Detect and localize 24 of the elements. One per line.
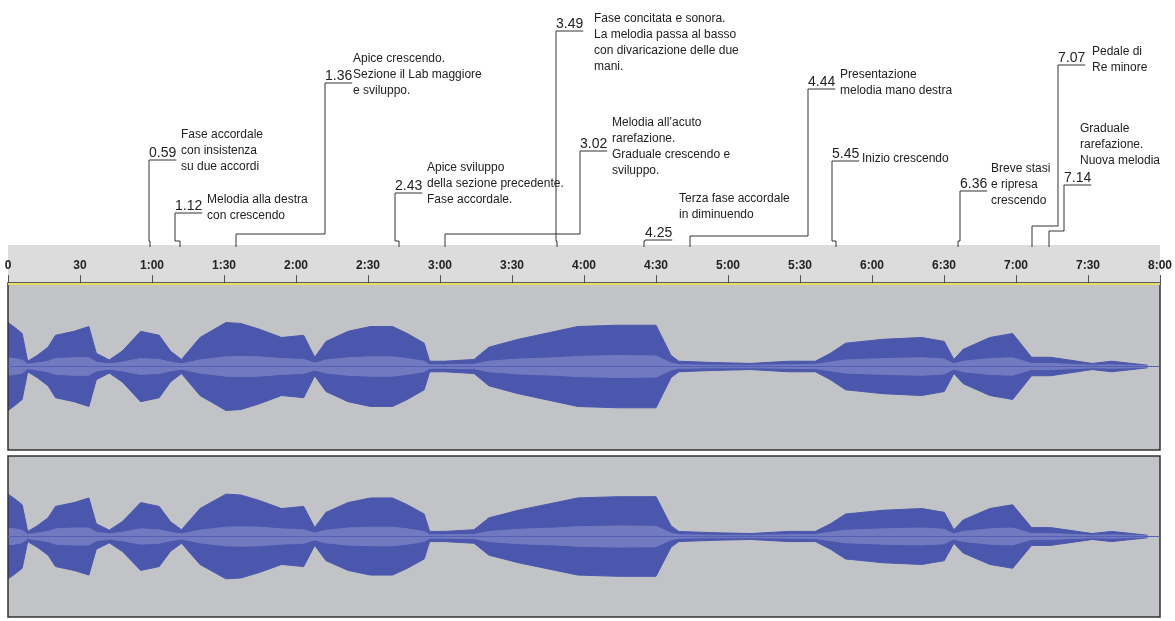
- text: 2.43 Apice sviluppo della sezione precedente. Fase accordale.: [395, 160, 564, 206]
- text: 1.36 Apice crescendo. Sezione il Lab maggiore e sviluppo.: [325, 51, 483, 97]
- x-tick-label: 4:00: [571, 258, 597, 273]
- text: 7.14 Graduale rarefazione. Nuova melodia: [1064, 121, 1161, 185]
- text: 4.25 Terza fase accordale in diminuendo: [645, 191, 790, 240]
- text: 6.36 Breve stasi e ripresa crescendo: [960, 161, 1051, 207]
- x-tick-label: 4:30: [643, 258, 669, 273]
- x-tick-label: 5:30: [787, 258, 813, 273]
- x-tick-label: 7:30: [1075, 258, 1101, 273]
- x-tick-label: 5:00: [715, 258, 741, 273]
- x-tick-label: 3:00: [427, 258, 453, 273]
- x-tick-label: 2:00: [283, 258, 309, 273]
- x-tick-label: 0: [4, 258, 12, 273]
- x-tick-label: 3:30: [499, 258, 525, 273]
- text: 3.49 Fase concitata e sonora. La melodia passa al basso con divaricazione delle due mani.: [556, 11, 740, 73]
- x-tick-label: 8:00: [1147, 258, 1173, 273]
- text: 0.59 Fase accordale con insistenza su due accordi: [149, 127, 264, 173]
- x-tick-label: 30: [73, 258, 87, 273]
- x-tick-label: 2:30: [355, 258, 381, 273]
- x-tick-label: 7:00: [1003, 258, 1029, 273]
- x-tick-label: 1:30: [211, 258, 237, 273]
- x-tick-label: 6:00: [859, 258, 885, 273]
- x-tick-label: 6:30: [931, 258, 957, 273]
- x-tick-label: 1:00: [139, 258, 165, 273]
